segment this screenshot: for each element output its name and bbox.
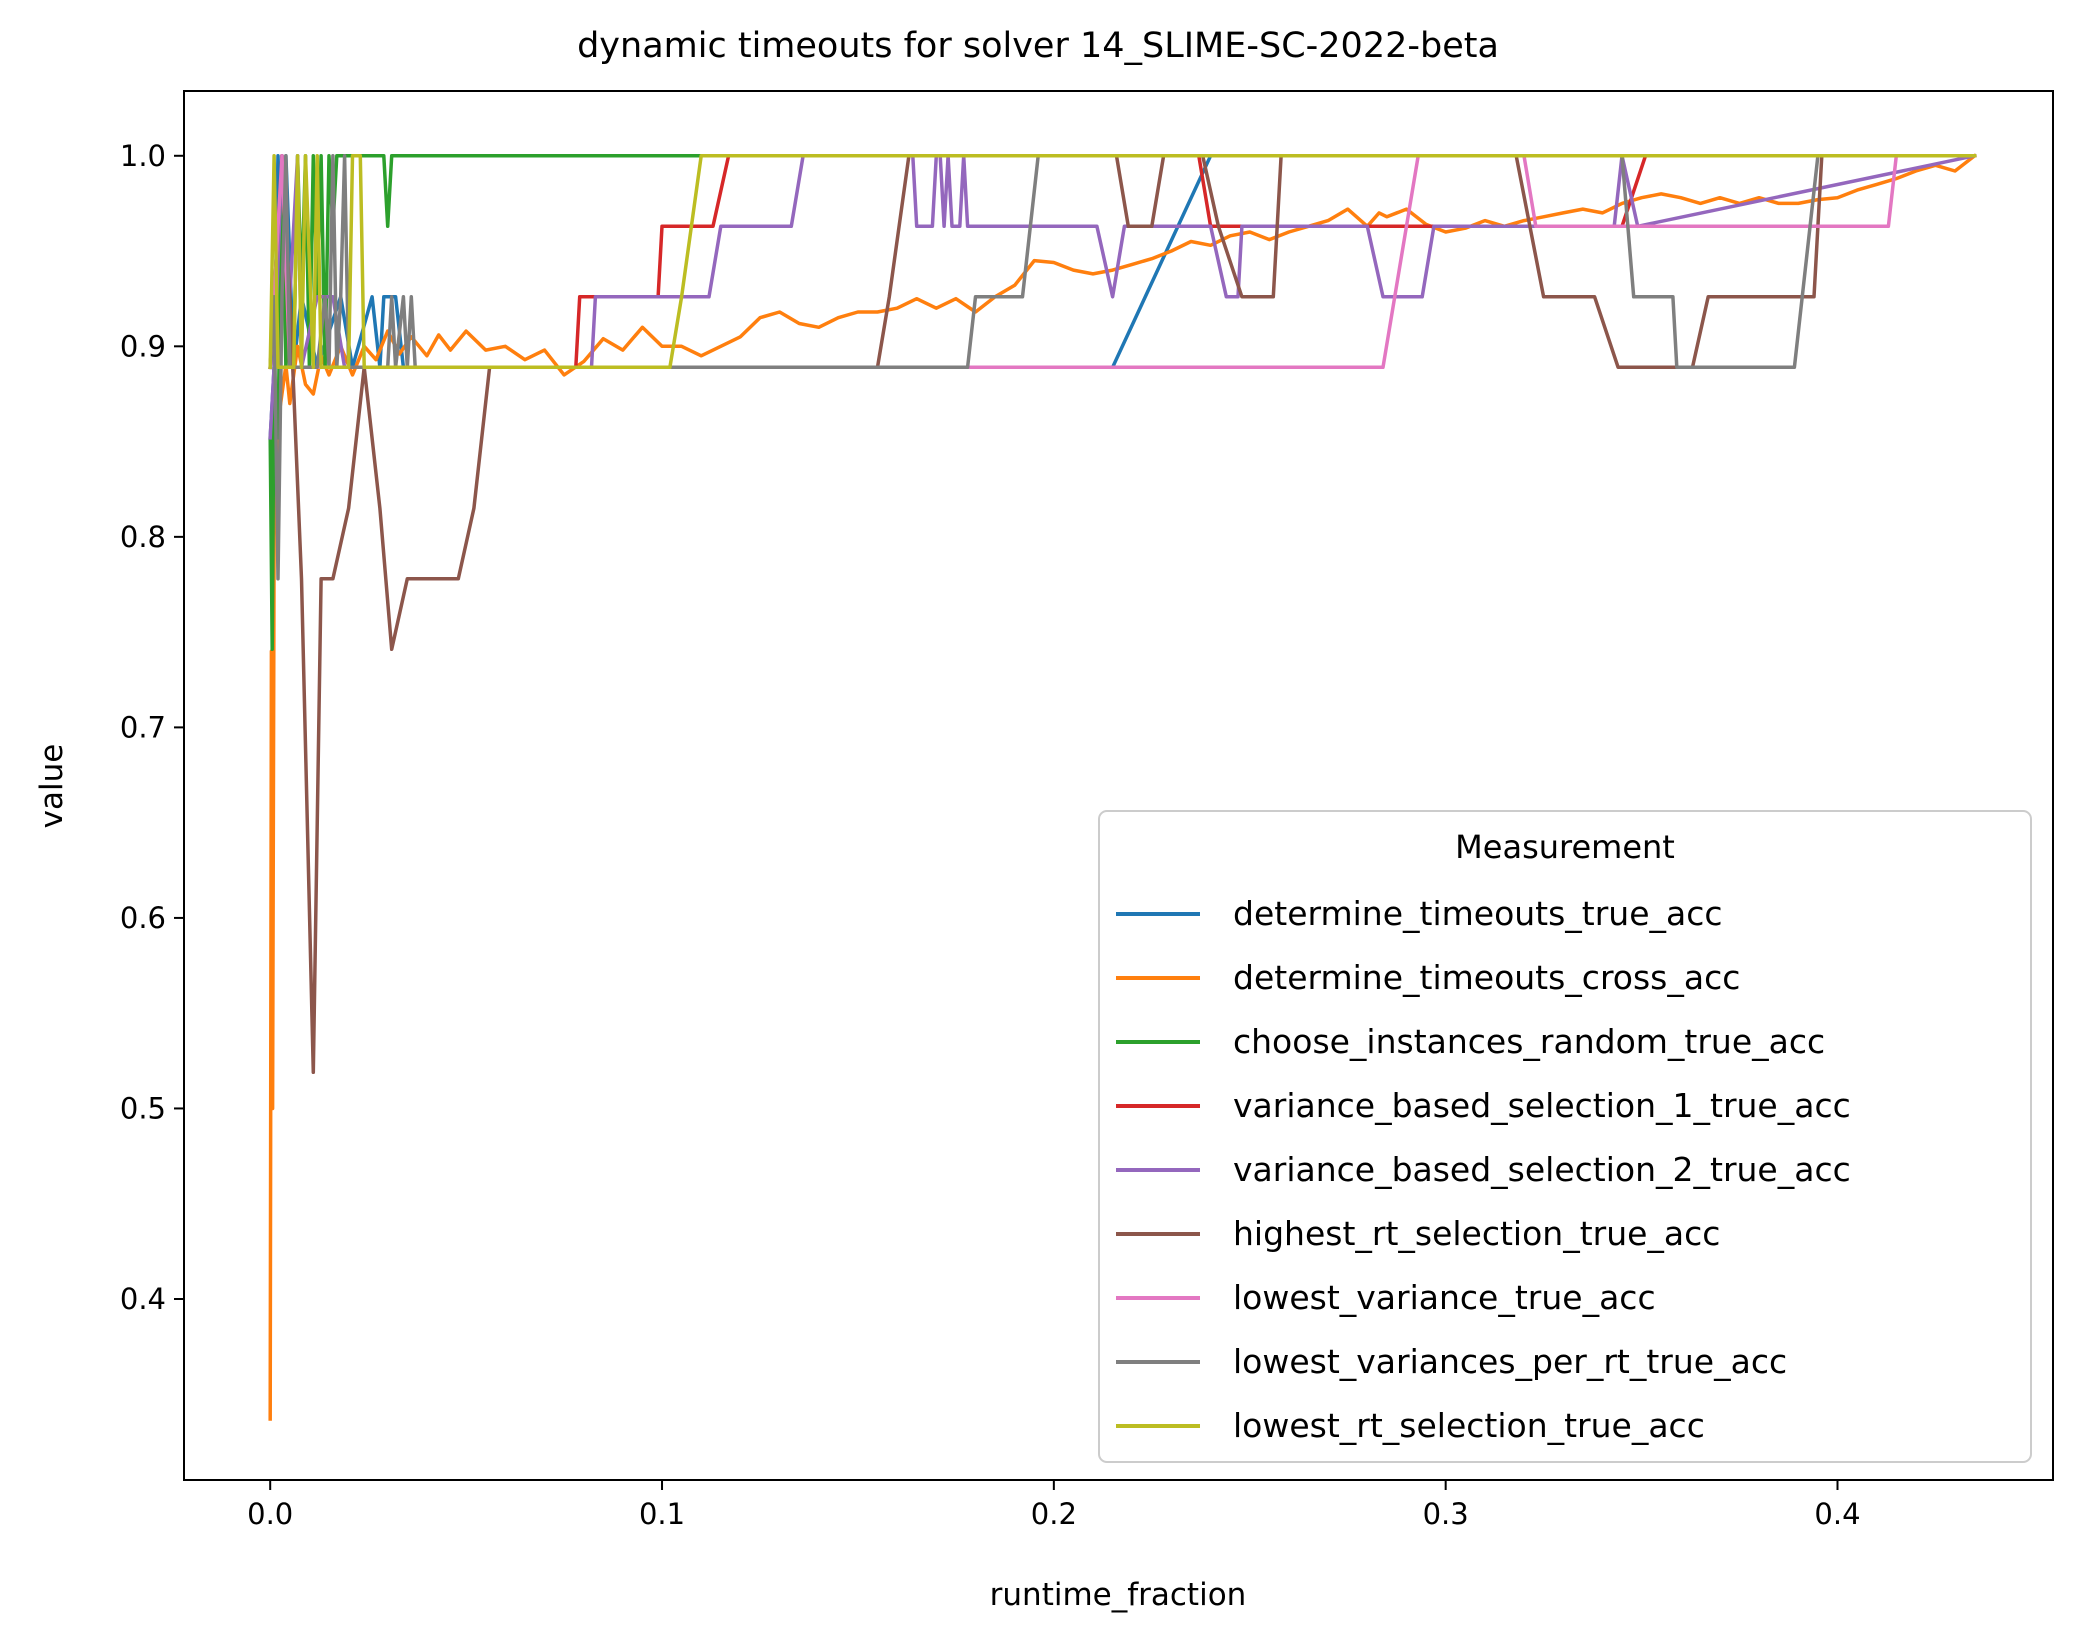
- x-tick-label: 0.0: [247, 1497, 293, 1531]
- legend-entry-label: variance_based_selection_1_true_acc: [1233, 1086, 1851, 1125]
- legend: Measurement determine_timeouts_true_accd…: [1098, 810, 2032, 1463]
- chart-title: dynamic timeouts for solver 14_SLIME-SC-…: [577, 26, 1499, 66]
- x-tick-label: 0.3: [1423, 1497, 1469, 1531]
- legend-box: [1098, 810, 2032, 1463]
- x-axis-label: runtime_fraction: [990, 1577, 1247, 1613]
- x-tick-label: 0.4: [1814, 1497, 1860, 1531]
- legend-entry-label: lowest_rt_selection_true_acc: [1233, 1406, 1705, 1445]
- x-tick-label: 0.1: [639, 1497, 685, 1531]
- legend-entry-label: variance_based_selection_2_true_acc: [1233, 1150, 1851, 1189]
- y-tick-label: 1.0: [120, 139, 166, 173]
- legend-title: Measurement: [1455, 828, 1675, 866]
- plot-area: [268, 153, 1978, 1421]
- legend-entry-label: determine_timeouts_cross_acc: [1233, 958, 1740, 997]
- x-axis-ticks: 0.0 0.1 0.2 0.3 0.4: [247, 1480, 1861, 1531]
- series-line-lowest-rt-selection-true-acc: [268, 154, 1977, 370]
- x-tick-label: 0.2: [1031, 1497, 1077, 1531]
- legend-entry-label: lowest_variances_per_rt_true_acc: [1233, 1342, 1787, 1381]
- y-tick-label: 0.8: [120, 520, 166, 554]
- y-axis-label: value: [34, 744, 70, 829]
- legend-entry-label: determine_timeouts_true_acc: [1233, 894, 1723, 933]
- y-tick-label: 0.7: [120, 710, 166, 744]
- y-axis-ticks: 0.4 0.5 0.6 0.7 0.8 0.9 1.0: [120, 139, 184, 1316]
- y-tick-label: 0.5: [120, 1091, 166, 1125]
- legend-entry-label: highest_rt_selection_true_acc: [1233, 1214, 1720, 1253]
- legend-entry-label: choose_instances_random_true_acc: [1233, 1022, 1825, 1061]
- plot-frame: [183, 90, 2054, 1481]
- legend-items: determine_timeouts_true_acc determine_tim…: [1116, 894, 1851, 1445]
- legend-entry-label: lowest_variance_true_acc: [1233, 1278, 1656, 1317]
- y-tick-label: 0.9: [120, 329, 166, 363]
- y-tick-label: 0.4: [120, 1282, 166, 1316]
- y-tick-label: 0.6: [120, 901, 166, 935]
- series-line-highest-rt-selection-true-acc: [268, 154, 1977, 1075]
